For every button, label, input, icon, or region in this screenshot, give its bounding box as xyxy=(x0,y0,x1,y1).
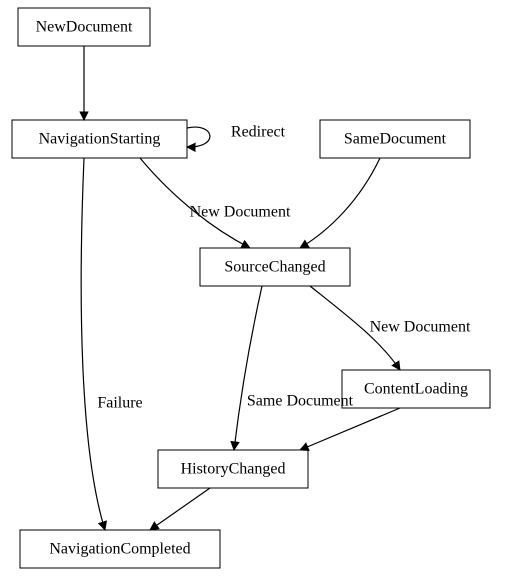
edge-arrow xyxy=(187,127,210,147)
edges-layer: Redirect New Document Failure New Document S… xyxy=(81,46,471,530)
node-label: ContentLoading xyxy=(364,381,468,398)
edge-label: Same Document xyxy=(247,393,354,410)
edge-navstart-navstart: Redirect xyxy=(187,124,286,147)
node-navstart: NavigationStarting xyxy=(12,120,187,158)
node-contload: ContentLoading xyxy=(342,370,490,408)
edge-arrow xyxy=(150,488,210,530)
edge-arrow xyxy=(300,408,400,450)
node-srcchg: SourceChanged xyxy=(200,248,350,286)
node-newdoc: NewDocument xyxy=(18,8,150,46)
flowchart-canvas: Redirect New Document Failure New Document S… xyxy=(0,0,526,583)
node-label: NavigationCompleted xyxy=(49,541,190,558)
edge-label: Redirect xyxy=(231,124,286,141)
edge-srcchg-histchg: Same Document xyxy=(234,286,354,450)
edge-arrow xyxy=(81,158,105,530)
edge-label: New Document xyxy=(370,319,471,336)
edge-navstart-srcchg: New Document xyxy=(140,158,291,248)
node-samedoc: SameDocument xyxy=(320,120,470,158)
node-label: SourceChanged xyxy=(224,259,325,276)
node-label: SameDocument xyxy=(344,131,447,148)
edge-label: Failure xyxy=(97,395,142,412)
edge-label: New Document xyxy=(190,204,291,221)
edge-srcchg-contload: New Document xyxy=(310,286,471,370)
node-histchg: HistoryChanged xyxy=(158,450,308,488)
edge-navstart-navcomp: Failure xyxy=(81,158,143,530)
node-navcomp: NavigationCompleted xyxy=(20,530,220,568)
edge-arrow xyxy=(300,158,380,248)
node-label: NavigationStarting xyxy=(39,131,161,148)
edge-histchg-navcomp xyxy=(150,488,210,530)
edge-arrow xyxy=(234,286,262,450)
edge-contload-histchg xyxy=(300,408,400,450)
node-label: NewDocument xyxy=(36,19,133,36)
edge-samedoc-srcchg xyxy=(300,158,380,248)
node-label: HistoryChanged xyxy=(181,461,286,478)
